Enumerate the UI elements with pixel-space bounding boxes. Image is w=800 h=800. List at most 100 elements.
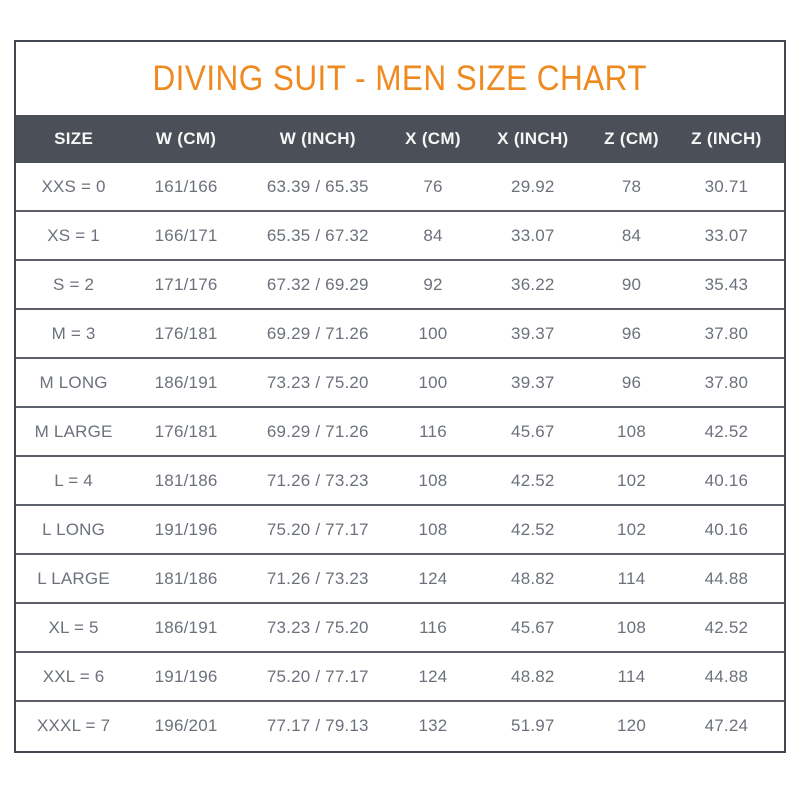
- table-cell: 42.52: [668, 602, 784, 652]
- table-cell: 108: [594, 406, 669, 456]
- header-cell-z-inch: Z (INCH): [668, 115, 784, 163]
- table-cell: 39.37: [471, 357, 595, 407]
- size-label-cell: XXS = 0: [41, 176, 106, 196]
- size-label-cell: XS = 1: [16, 210, 132, 260]
- table-cell: 67.32 / 69.29: [241, 259, 395, 309]
- table-cell: 120: [594, 700, 669, 749]
- table-cell: 114: [594, 651, 669, 701]
- table-cell: 181/186: [131, 553, 241, 603]
- table-cell: 176/181: [131, 406, 241, 456]
- table-cell: 161/166: [154, 176, 218, 196]
- table-cell: 77.17 / 79.13: [241, 700, 395, 749]
- table-cell: 116: [394, 406, 472, 456]
- table-cell: 171/176: [131, 259, 241, 309]
- table-cell: 42.52: [668, 406, 784, 456]
- table-row: XXL = 6 191/196 75.20 / 77.17 124 48.82 114 44…: [16, 651, 784, 701]
- table-header-row: SIZE W (CM) W (INCH) X (CM) X (INCH) Z (CM) Z …: [16, 115, 784, 163]
- table-cell: 71.26 / 73.23: [241, 553, 395, 603]
- table-row: XXXL = 7 196/201 77.17 / 79.13 132 51.97 120 4…: [16, 700, 784, 749]
- size-label-cell: XXL = 6: [16, 651, 132, 701]
- table-cell: 44.88: [668, 553, 784, 603]
- size-label-cell: M = 3: [16, 308, 132, 358]
- table-cell: 75.20 / 77.17: [241, 504, 395, 554]
- table-cell: 33.07: [471, 210, 595, 260]
- table-cell: 69.29 / 71.26: [241, 308, 395, 358]
- header-cell-x-inch: X (INCH): [471, 115, 595, 163]
- table-body: XXS = 0 161/166 63.39 / 65.35 76 29.92 78 30.7…: [16, 163, 784, 749]
- table-cell: 44.88: [668, 651, 784, 701]
- table-cell: 90: [594, 259, 669, 309]
- table-cell: 73.23 / 75.20: [241, 602, 395, 652]
- table-cell: 42.52: [471, 504, 595, 554]
- table-cell: 30.71: [704, 176, 749, 196]
- table-cell: 51.97: [471, 700, 595, 749]
- table-cell: 176/181: [131, 308, 241, 358]
- page-title: DIVING SUIT - MEN SIZE CHART: [152, 58, 648, 98]
- size-label-cell: XL = 5: [16, 602, 132, 652]
- table-cell: 45.67: [471, 602, 595, 652]
- table-cell: 191/196: [131, 504, 241, 554]
- table-cell: 102: [594, 455, 669, 505]
- header-cell-z-cm: Z (CM): [594, 115, 669, 163]
- size-chart-panel: DIVING SUIT - MEN SIZE CHART SIZE W (CM) W…: [14, 40, 786, 753]
- table-row: M LONG 186/191 73.23 / 75.20 100 39.37 96 37.8…: [16, 357, 784, 407]
- table-cell: 100: [394, 308, 472, 358]
- table-cell: 48.82: [471, 651, 595, 701]
- table-cell: 132: [394, 700, 472, 749]
- title-area: DIVING SUIT - MEN SIZE CHART: [16, 42, 784, 115]
- table-cell: 108: [594, 602, 669, 652]
- table-cell: 47.24: [668, 700, 784, 749]
- header-cell-w-cm: W (CM): [131, 115, 241, 163]
- table-cell: 69.29 / 71.26: [241, 406, 395, 456]
- table-row: XXS = 0 161/166 63.39 / 65.35 76 29.92 78 30.7…: [16, 163, 784, 211]
- table-cell: 124: [394, 553, 472, 603]
- table-cell: 96: [594, 357, 669, 407]
- table-cell: 29.92: [511, 176, 555, 196]
- table-cell: 114: [594, 553, 669, 603]
- table-cell: 37.80: [668, 308, 784, 358]
- size-table: SIZE W (CM) W (INCH) X (CM) X (INCH) Z (CM) Z …: [16, 115, 784, 749]
- table-cell: 75.20 / 77.17: [241, 651, 395, 701]
- size-label-cell: L = 4: [16, 455, 132, 505]
- table-cell: 108: [394, 504, 472, 554]
- header-cell-w-inch: W (INCH): [241, 115, 395, 163]
- table-cell: 42.52: [471, 455, 595, 505]
- table-cell: 186/191: [131, 602, 241, 652]
- size-label-cell: L LONG: [16, 504, 132, 554]
- table-cell: 186/191: [131, 357, 241, 407]
- table-cell: 39.37: [471, 308, 595, 358]
- table-cell: 73.23 / 75.20: [241, 357, 395, 407]
- table-row: S = 2 171/176 67.32 / 69.29 92 36.22 90 35.43: [16, 259, 784, 309]
- table-cell: 76: [423, 176, 443, 196]
- size-label-cell: XXXL = 7: [16, 700, 132, 749]
- table-row: M LARGE 176/181 69.29 / 71.26 116 45.67 108 42…: [16, 406, 784, 456]
- header-cell-size: SIZE: [16, 115, 132, 163]
- table-cell: 100: [394, 357, 472, 407]
- table-cell: 181/186: [131, 455, 241, 505]
- table-cell: 40.16: [668, 455, 784, 505]
- table-row: XS = 1 166/171 65.35 / 67.32 84 33.07 84 33.07: [16, 210, 784, 260]
- size-label-cell: M LONG: [16, 357, 132, 407]
- table-row: L = 4 181/186 71.26 / 73.23 108 42.52 102 40.1…: [16, 455, 784, 505]
- size-label-cell: M LARGE: [16, 406, 132, 456]
- table-cell: 84: [594, 210, 669, 260]
- table-row: L LONG 191/196 75.20 / 77.17 108 42.52 102 40.…: [16, 504, 784, 554]
- header-cell-x-cm: X (CM): [394, 115, 472, 163]
- table-cell: 36.22: [471, 259, 595, 309]
- table-cell: 84: [394, 210, 472, 260]
- table-cell: 35.43: [668, 259, 784, 309]
- table-cell: 166/171: [131, 210, 241, 260]
- table-row: M = 3 176/181 69.29 / 71.26 100 39.37 96 37.80: [16, 308, 784, 358]
- table-cell: 96: [594, 308, 669, 358]
- table-cell: 71.26 / 73.23: [241, 455, 395, 505]
- table-cell: 191/196: [131, 651, 241, 701]
- table-cell: 108: [394, 455, 472, 505]
- table-cell: 78: [621, 176, 642, 196]
- table-cell: 48.82: [471, 553, 595, 603]
- table-cell: 63.39 / 65.35: [266, 176, 369, 196]
- table-cell: 196/201: [131, 700, 241, 749]
- table-row: L LARGE 181/186 71.26 / 73.23 124 48.82 114 44…: [16, 553, 784, 603]
- table-cell: 124: [394, 651, 472, 701]
- table-row: XL = 5 186/191 73.23 / 75.20 116 45.67 108 42.…: [16, 602, 784, 652]
- table-cell: 92: [394, 259, 472, 309]
